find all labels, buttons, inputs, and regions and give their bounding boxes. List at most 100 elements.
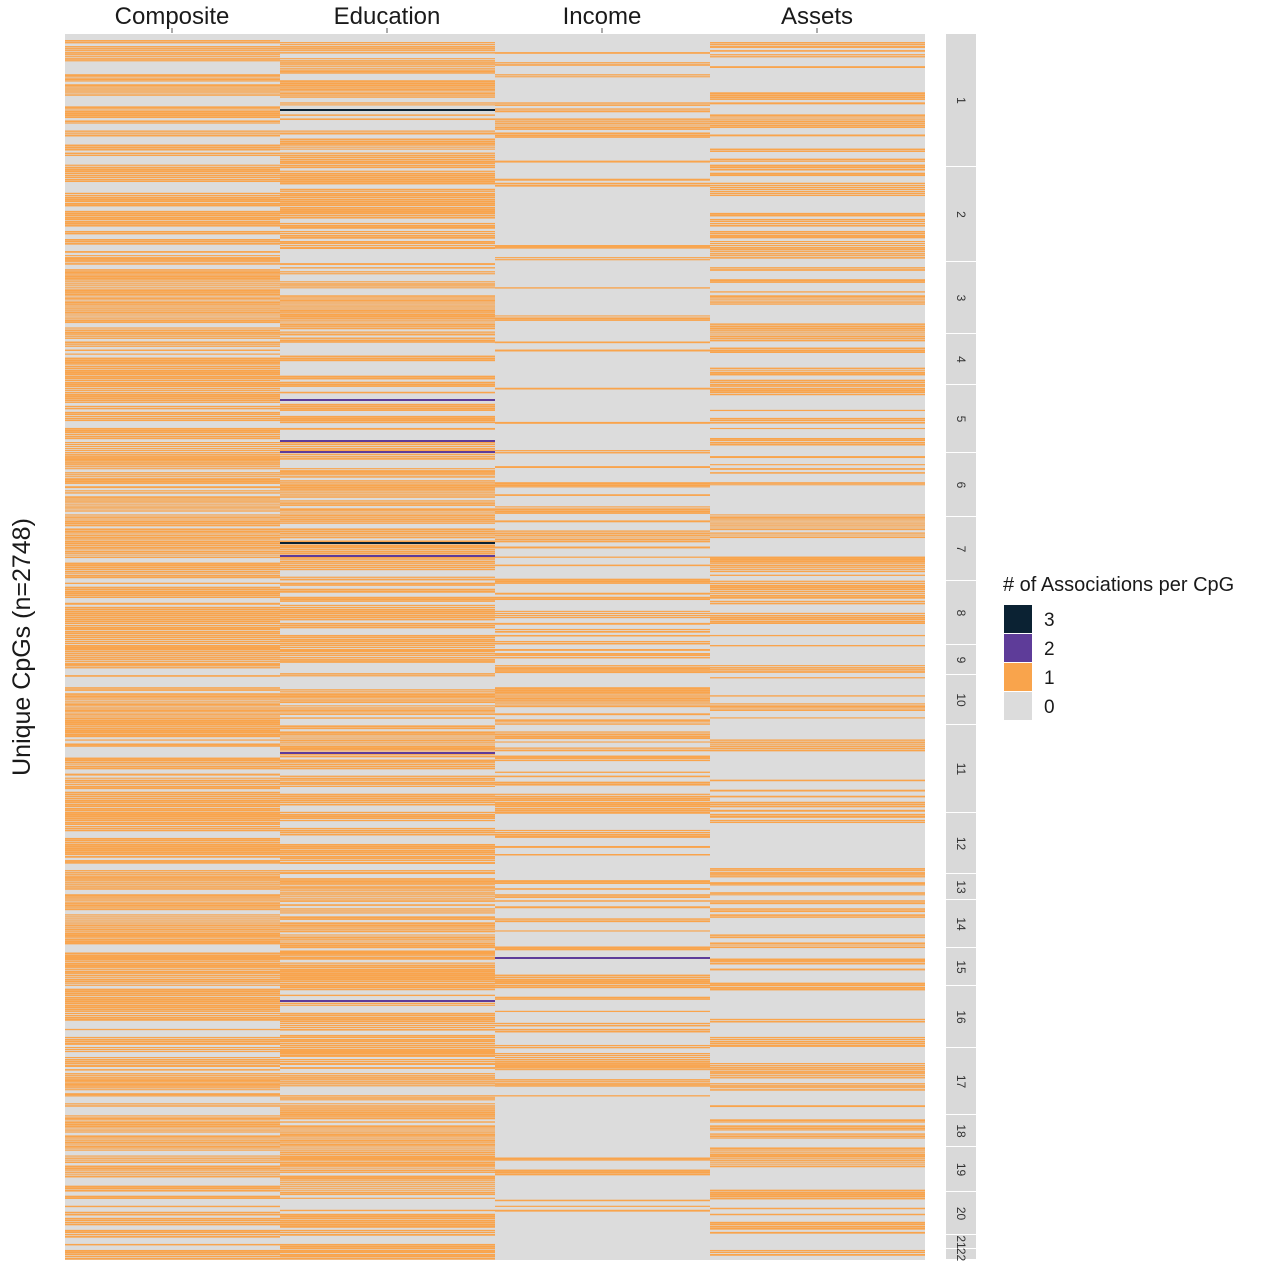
- legend-title: # of Associations per CpG: [1003, 574, 1234, 596]
- heatmap-cell: [65, 399, 280, 402]
- heatmap-cell: [710, 821, 925, 824]
- heatmap-cell: [280, 994, 495, 997]
- heatmap-cell: [710, 331, 925, 333]
- heatmap-cell: [65, 870, 280, 872]
- heatmap-cell: [280, 564, 495, 567]
- heatmap-cell: [710, 580, 925, 582]
- heatmap-cell: [495, 592, 710, 595]
- heatmap-cell: [710, 803, 925, 806]
- chromosome-label: 22: [954, 1248, 968, 1262]
- heatmap-cell: [710, 516, 925, 519]
- heatmap-cell: [65, 548, 280, 550]
- heatmap-cell: [280, 845, 495, 848]
- heatmap-cell: [710, 1225, 925, 1228]
- heatmap-cell: [280, 470, 495, 473]
- heatmap-cell: [280, 878, 495, 880]
- heatmap-cell: [280, 922, 495, 925]
- heatmap-cell: [280, 530, 495, 532]
- heatmap-cell: [65, 74, 280, 77]
- heatmap-cell: [710, 251, 925, 253]
- heatmap-cell: [65, 550, 280, 553]
- heatmap-cell: [495, 1061, 710, 1063]
- heatmap-cell: [65, 456, 280, 458]
- heatmap-cell: [65, 176, 280, 178]
- heatmap-cell: [65, 642, 280, 645]
- heatmap-cell: [495, 319, 710, 321]
- heatmap-cell: [495, 245, 710, 247]
- heatmap-cell: [65, 765, 280, 768]
- heatmap-cell: [710, 373, 925, 376]
- heatmap-cell: [280, 377, 495, 380]
- heatmap-cell: [280, 202, 495, 205]
- heatmap-cell: [65, 606, 280, 609]
- heatmap-cell: [280, 309, 495, 312]
- heatmap-cell: [710, 934, 925, 936]
- heatmap-cell: [65, 924, 280, 926]
- heatmap-cell: [495, 1069, 710, 1071]
- heatmap-cell: [65, 976, 280, 978]
- heatmap-cell: [65, 626, 280, 629]
- heatmap-cell: [65, 968, 280, 970]
- heatmap-cell: [495, 665, 710, 667]
- heatmap-cell: [65, 134, 280, 137]
- heatmap-cell: [280, 1219, 495, 1222]
- heatmap-cell: [280, 359, 495, 362]
- heatmap-cell: [280, 779, 495, 781]
- heatmap-cell: [280, 962, 495, 964]
- heatmap-cell: [280, 956, 495, 959]
- heatmap-cell: [280, 653, 495, 655]
- heatmap-cell: [65, 301, 280, 304]
- heatmap-cell: [710, 1159, 925, 1161]
- heatmap-cell: [280, 70, 495, 73]
- heatmap-cell: [65, 1147, 280, 1149]
- heatmap-cell: [280, 1059, 495, 1061]
- heatmap-cell: [65, 1189, 280, 1192]
- heatmap-cell: [280, 417, 495, 420]
- heatmap-cell: [280, 1217, 495, 1220]
- heatmap-cell: [495, 649, 710, 651]
- heatmap-cell: [65, 454, 280, 456]
- heatmap-cell: [280, 731, 495, 734]
- heatmap-cell: [65, 1233, 280, 1236]
- heatmap-cell: [710, 870, 925, 872]
- heatmap-cell: [65, 701, 280, 703]
- heatmap-cell: [65, 530, 280, 533]
- heatmap-cell: [280, 1141, 495, 1143]
- heatmap-cell: [65, 1125, 280, 1128]
- heatmap-cell: [65, 437, 280, 440]
- heatmap-cell: [65, 731, 280, 734]
- heatmap-cell: [65, 478, 280, 481]
- heatmap-cell: [710, 518, 925, 520]
- heatmap-cell: [65, 291, 280, 293]
- heatmap-cell: [495, 755, 710, 758]
- heatmap-cell: [495, 450, 710, 452]
- heatmap-cell: [710, 381, 925, 384]
- heatmap-cell: [65, 1081, 280, 1083]
- heatmap-cell: [495, 984, 710, 987]
- heatmap-cell: [280, 560, 495, 563]
- col-label-education: Education: [334, 3, 441, 30]
- heatmap-cell: [280, 831, 495, 834]
- heatmap-cell: [65, 988, 280, 991]
- heatmap-cell: [280, 649, 495, 652]
- heatmap-cell: [280, 1099, 495, 1101]
- heatmap-cell: [280, 942, 495, 945]
- heatmap-cell: [710, 98, 925, 100]
- heatmap-cell: [280, 598, 495, 601]
- heatmap-cell: [280, 1121, 495, 1123]
- heatmap-cell: [65, 705, 280, 707]
- heatmap-cell: [710, 520, 925, 522]
- heatmap-cell: [280, 711, 495, 713]
- heatmap-cell: [65, 84, 280, 87]
- heatmap-cell: [65, 922, 280, 924]
- heatmap-cell: [65, 311, 280, 314]
- heatmap-cell: [65, 1257, 280, 1260]
- heatmap-cell: [495, 976, 710, 978]
- heatmap-cell: [495, 582, 710, 584]
- heatmap-cell: [65, 1008, 280, 1011]
- heatmap-cell: [65, 928, 280, 931]
- heatmap-cell: [65, 1085, 280, 1087]
- heatmap-cell: [65, 962, 280, 965]
- heatmap-cell: [65, 1223, 280, 1226]
- heatmap-cell: [710, 669, 925, 671]
